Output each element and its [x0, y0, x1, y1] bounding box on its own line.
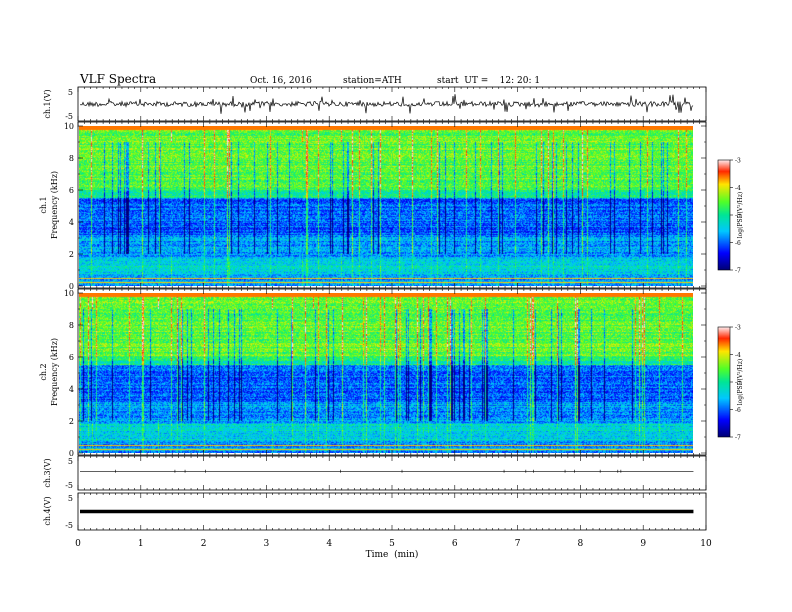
x-tick-label: 9	[640, 539, 646, 549]
y-tick-label: -5	[65, 112, 73, 121]
y-tick-label: 5	[68, 494, 73, 503]
x-tick-label: 2	[201, 539, 207, 549]
y-tick-label: 2	[69, 417, 74, 426]
ch1-spectrogram-image	[79, 126, 693, 286]
x-tick-label: 6	[452, 539, 458, 549]
colorbar-tick-label: -6	[735, 240, 741, 247]
colorbar-tick-label: -5	[735, 213, 741, 220]
x-tick-label: 0	[75, 539, 81, 549]
y-tick-label: -5	[65, 521, 73, 530]
x-axis-label: Time (min)	[366, 549, 419, 560]
y-tick-label: 2	[69, 250, 74, 259]
x-tick-label: 1	[138, 539, 144, 549]
x-tick-label: 3	[264, 539, 270, 549]
y-tick-label: 0	[69, 282, 74, 291]
colorbar-tick-label: -5	[735, 380, 741, 387]
colorbar-tick-label: -7	[735, 268, 741, 275]
y-tick-label: 4	[69, 218, 74, 227]
x-tick-label: 5	[389, 539, 395, 549]
ch3-waveform-frame	[77, 455, 707, 491]
ch1-spec-ylabel-top: ch.1	[39, 196, 48, 213]
y-tick-label: -5	[65, 481, 73, 490]
ch1-waveform-ylabel: ch.1(V)	[43, 89, 52, 118]
ch2-colorbar	[718, 327, 730, 437]
x-tick-label: 8	[578, 539, 584, 549]
x-tick-label: 4	[326, 539, 332, 549]
x-tick-label: 10	[700, 539, 712, 549]
ch2-colorbar-label: log(PSD(V²/Hz)	[737, 359, 744, 406]
ch2-spec-ylabel: Frequency (kHz)	[50, 338, 59, 406]
colorbar-tick-label: -3	[735, 325, 741, 332]
y-tick-label: 8	[69, 154, 74, 163]
ch3-waveform-line	[80, 469, 694, 473]
colorbar-ticks: -3 -4 -5 -6 -7 -3 -4 -5 -6 -7	[730, 158, 741, 442]
y-tick-label: 6	[69, 186, 74, 195]
y-tick-label: 10	[64, 122, 74, 131]
colorbar-tick-label: -6	[735, 407, 741, 414]
colorbar-tick-label: -3	[735, 158, 741, 165]
start-ut-label: start UT = 12: 20: 1	[437, 76, 540, 86]
ch2-spectrogram-image	[79, 293, 693, 453]
y-tick-label: 0	[69, 449, 74, 458]
ch4-waveform-ylabel: ch.4(V)	[43, 496, 52, 525]
y-tick-label: 8	[69, 321, 74, 330]
y-tick-label: 4	[69, 385, 74, 394]
ch2-spec-ylabel-top: ch.2	[39, 363, 48, 380]
colorbar-tick-label: -4	[735, 352, 741, 359]
ch1-colorbar	[718, 160, 730, 270]
x-tick-label: 7	[515, 539, 521, 549]
y-tick-label: 6	[69, 353, 74, 362]
colorbar-tick-label: -7	[735, 435, 741, 442]
y-tick-label: 10	[64, 289, 74, 298]
ch1-waveform-line	[79, 94, 694, 114]
station-label: station=ATH	[343, 76, 402, 86]
y-tick-label: 5	[68, 457, 73, 466]
colorbar-tick-label: -4	[735, 185, 741, 192]
figure-title: VLF Spectra	[79, 72, 156, 86]
y-tick-label: 5	[68, 88, 73, 97]
ch1-spec-ylabel: Frequency (kHz)	[50, 171, 59, 239]
ch1-colorbar-label: log(PSD(V²/Hz)	[737, 192, 744, 239]
date-label: Oct. 16, 2016	[250, 76, 312, 86]
ch3-waveform-ylabel: ch.3(V)	[43, 458, 52, 487]
